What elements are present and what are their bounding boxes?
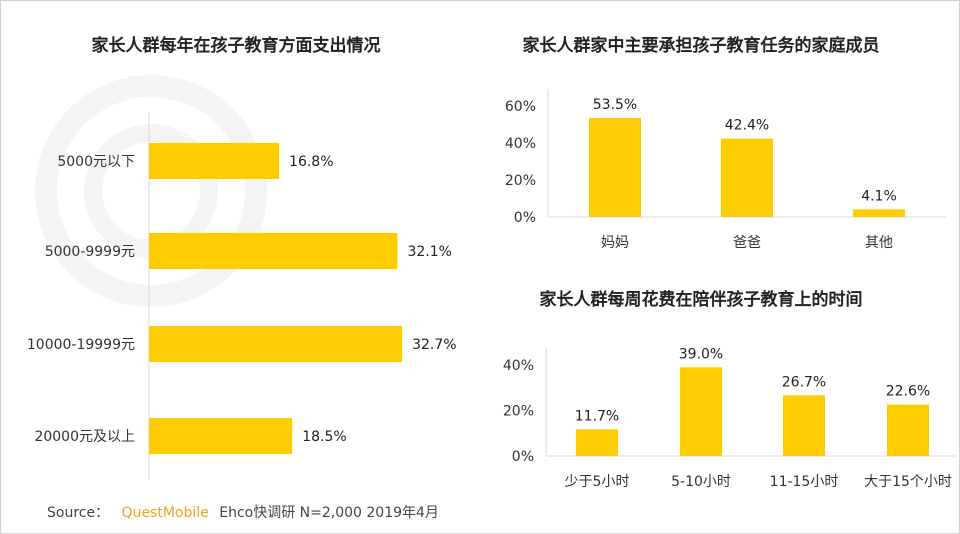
source-text: Ehco快调研 N=2,000 2019年4月 <box>219 505 439 521</box>
category-label: 5-10小时 <box>671 474 731 490</box>
category-label: 其他 <box>865 235 893 251</box>
bar <box>680 367 722 456</box>
category-label: 11-15小时 <box>770 474 839 490</box>
category-label: 20000元及以上 <box>34 429 135 445</box>
category-label: 5000-9999元 <box>45 244 135 260</box>
bar <box>783 395 825 456</box>
bar <box>149 418 293 454</box>
bar <box>149 233 398 269</box>
chart2-title: 家长人群家中主要承担孩子教育任务的家庭成员 <box>523 35 880 56</box>
data-label: 4.1% <box>861 188 897 204</box>
data-label: 32.1% <box>407 244 451 260</box>
category-label: 妈妈 <box>601 235 629 251</box>
y-tick-label: 0% <box>514 210 536 226</box>
category-label: 5000元以下 <box>57 154 135 170</box>
chart1: 5000元以下 16.8% 5000-9999元 32.1% 10000-19999元 3… <box>27 113 457 479</box>
data-label: 16.8% <box>289 154 333 170</box>
data-label: 22.6% <box>886 384 930 400</box>
data-label: 42.4% <box>725 118 769 134</box>
category-label: 大于15个小时 <box>864 474 952 490</box>
bar <box>576 429 618 456</box>
watermark-ring-outer <box>35 75 267 307</box>
source-line: Source： QuestMobile Ehco快调研 N=2,000 2019… <box>47 505 439 521</box>
category-label: 少于5小时 <box>565 474 630 490</box>
chart1-title: 家长人群每年在孩子教育方面支出情况 <box>92 35 381 56</box>
chart3-title: 家长人群每周花费在陪伴孩子教育上的时间 <box>540 289 863 310</box>
bar <box>149 143 280 179</box>
y-tick-label: 60% <box>505 99 536 115</box>
bar <box>149 326 403 362</box>
bar <box>853 209 905 217</box>
data-label: 32.7% <box>412 337 456 353</box>
data-label: 26.7% <box>782 374 826 390</box>
source-brand: QuestMobile <box>122 505 209 521</box>
data-label: 39.0% <box>679 346 723 362</box>
category-label: 爸爸 <box>733 235 761 251</box>
bar <box>721 138 773 217</box>
chart2: 0% 20% 40% 60% 53.5% 妈妈 42.4% 爸爸 4.1% 其他 <box>505 89 946 251</box>
svg-text:Source： QuestMobile: Source： QuestMobile Ehco快调研 N=2,000 2019… <box>47 505 439 521</box>
category-label: 10000-19999元 <box>27 337 135 353</box>
bar <box>887 404 929 456</box>
data-label: 53.5% <box>593 97 637 113</box>
y-tick-label: 20% <box>503 404 534 420</box>
chart3: 0% 20% 40% 11.7% 少于5小时 39.0% 5-10小时 26.7% 11-15小… <box>503 346 956 490</box>
data-label: 11.7% <box>575 408 619 424</box>
bar <box>589 118 641 217</box>
y-tick-label: 20% <box>505 173 536 189</box>
source-label: Source： <box>47 505 109 521</box>
y-tick-label: 0% <box>512 449 534 465</box>
data-label: 18.5% <box>302 429 346 445</box>
y-tick-label: 40% <box>505 136 536 152</box>
y-tick-label: 40% <box>503 358 534 374</box>
